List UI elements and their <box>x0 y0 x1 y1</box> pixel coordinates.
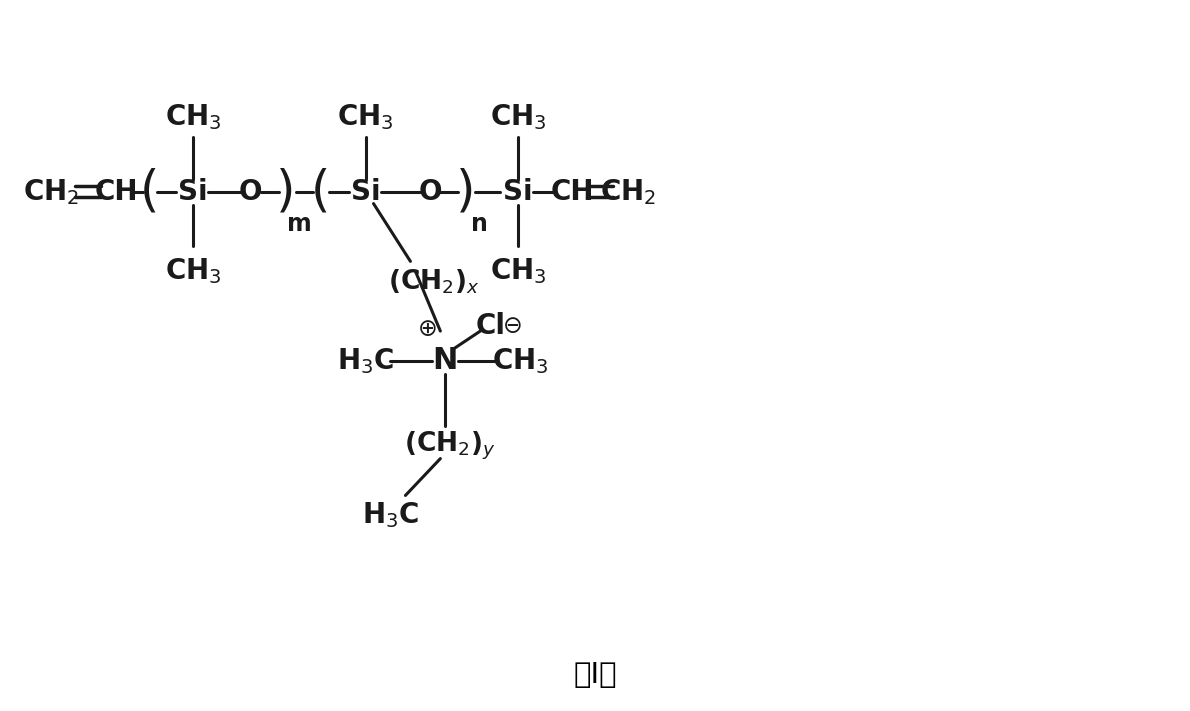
Text: (CH$_2$)$_x$: (CH$_2$)$_x$ <box>388 267 480 296</box>
Text: Si: Si <box>178 178 208 205</box>
Text: CH$_3$: CH$_3$ <box>164 102 221 132</box>
Text: CH$_3$: CH$_3$ <box>337 102 394 132</box>
Text: （I）: （I） <box>574 661 616 689</box>
Text: H$_3$C: H$_3$C <box>337 346 394 376</box>
Text: CH$_2$: CH$_2$ <box>600 177 656 206</box>
Text: (: ( <box>139 168 158 215</box>
Text: (: ( <box>311 168 331 215</box>
Text: m: m <box>287 211 312 235</box>
Text: n: n <box>471 211 488 235</box>
Text: CH$_3$: CH$_3$ <box>164 257 221 287</box>
Text: CH: CH <box>94 178 138 205</box>
Text: O: O <box>419 178 443 205</box>
Text: CH$_3$: CH$_3$ <box>490 257 546 287</box>
Text: CH: CH <box>550 178 594 205</box>
Text: CH$_3$: CH$_3$ <box>490 102 546 132</box>
Text: ): ) <box>456 168 475 215</box>
Text: Cl: Cl <box>475 312 506 340</box>
Text: ): ) <box>276 168 295 215</box>
Text: N: N <box>433 346 458 375</box>
Text: Si: Si <box>351 178 381 205</box>
Text: (CH$_2$)$_y$: (CH$_2$)$_y$ <box>405 429 496 462</box>
Text: ⊕: ⊕ <box>418 317 437 341</box>
Text: CH$_2$: CH$_2$ <box>23 177 80 206</box>
Text: CH$_3$: CH$_3$ <box>491 346 549 376</box>
Text: O: O <box>239 178 263 205</box>
Text: ⊖: ⊖ <box>503 314 524 338</box>
Text: Si: Si <box>503 178 533 205</box>
Text: H$_3$C: H$_3$C <box>362 501 419 530</box>
